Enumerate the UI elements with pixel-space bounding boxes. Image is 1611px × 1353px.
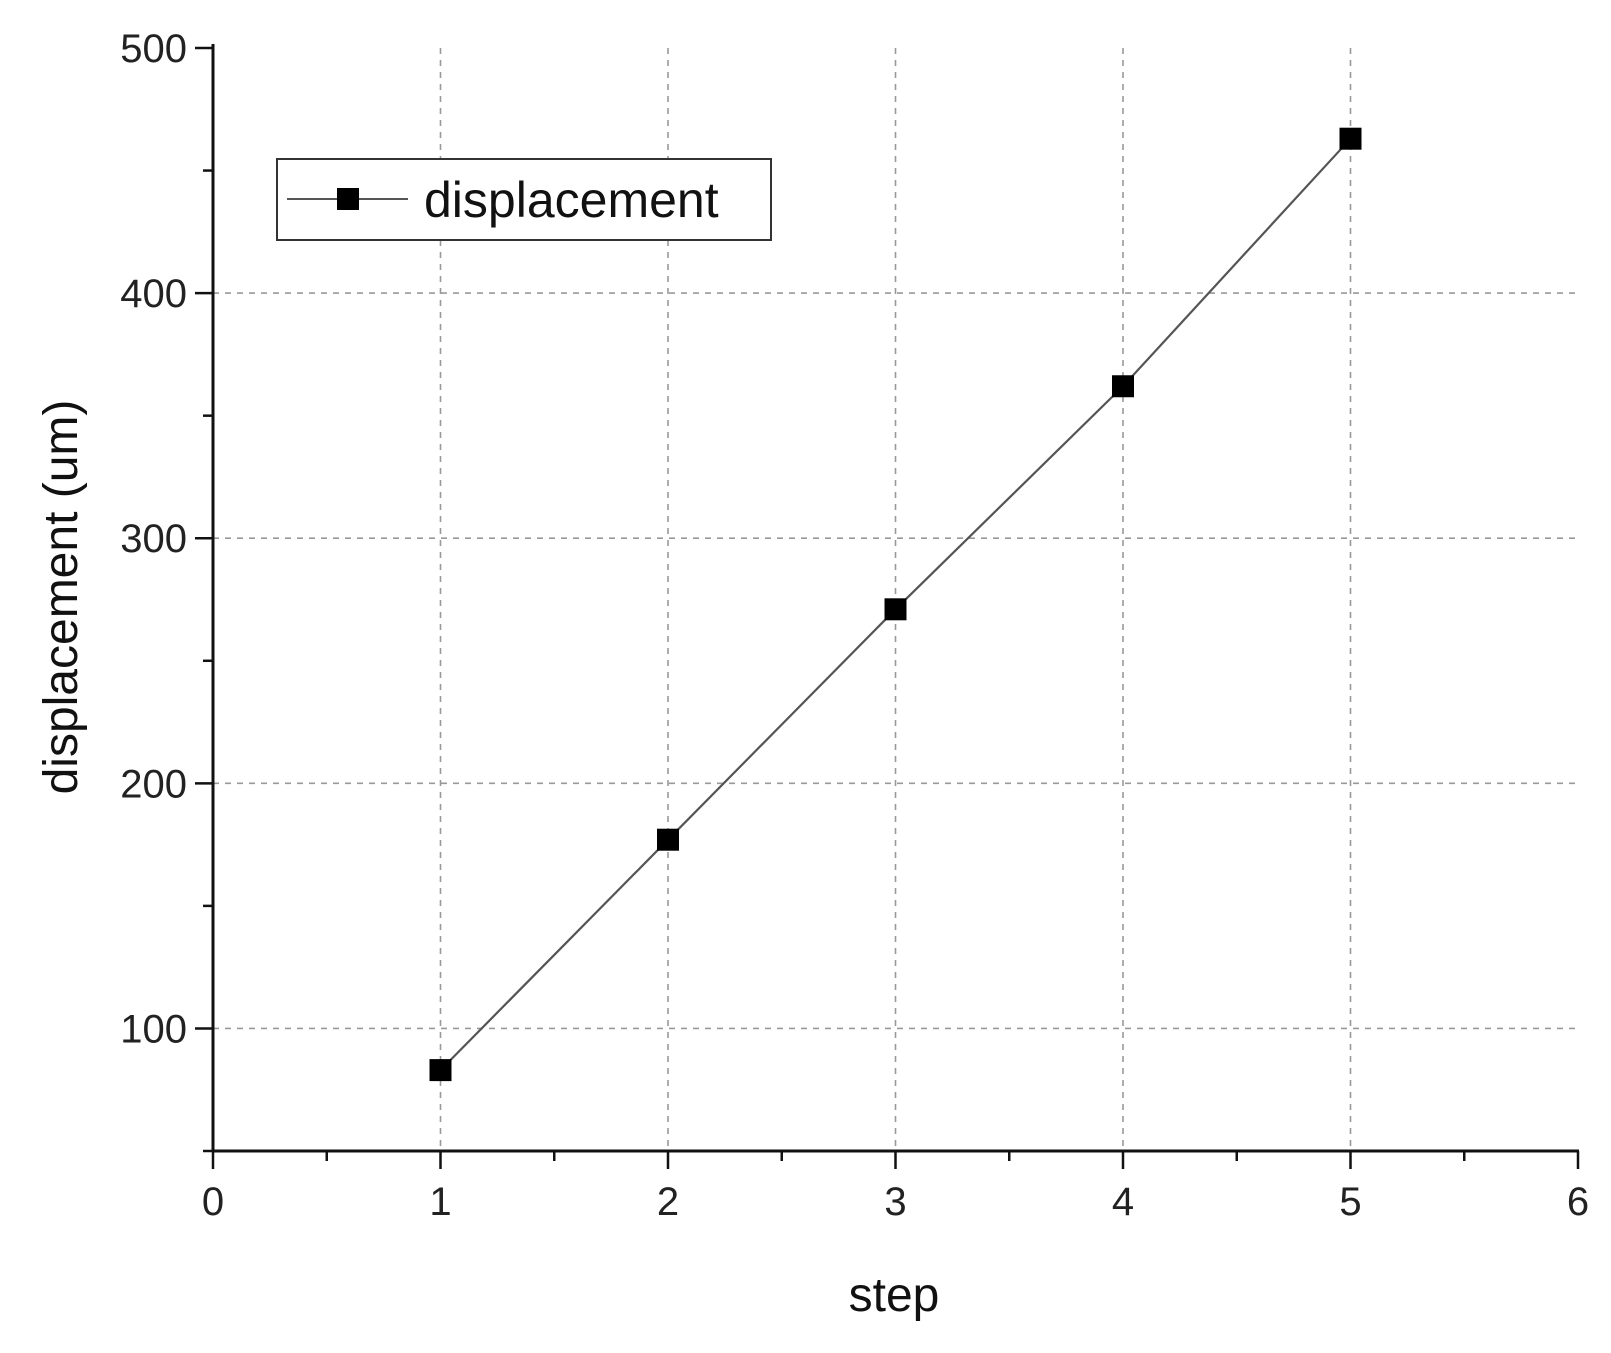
data-point [429, 1059, 452, 1082]
y-tick-label: 200 [120, 762, 187, 806]
x-axis-title: step [849, 1269, 940, 1322]
x-tick-label: 6 [1567, 1180, 1589, 1224]
series-layer [429, 127, 1362, 1082]
y-tick-label: 300 [120, 517, 187, 561]
data-point [1112, 375, 1134, 398]
y-tick-label: 500 [120, 27, 187, 71]
x-tick-label: 5 [1339, 1180, 1361, 1224]
legend-marker-sample [337, 188, 359, 210]
legend-label: displacement [424, 172, 719, 228]
legend: displacement [276, 158, 772, 241]
y-axis-title: displacement (um) [35, 400, 88, 795]
data-point [1339, 127, 1362, 150]
data-point [884, 598, 907, 621]
data-point [657, 828, 679, 851]
x-tick-label: 1 [429, 1180, 451, 1224]
y-tick-label: 400 [120, 272, 187, 316]
x-tick-label: 2 [657, 1180, 679, 1224]
x-tick-label: 4 [1112, 1180, 1134, 1224]
x-tick-label: 0 [202, 1180, 224, 1224]
axes: 0 1 2 3 4 5 6 100 200 300 400 500 [120, 27, 1589, 1224]
x-tick-label: 3 [884, 1180, 906, 1224]
y-tick-label: 100 [120, 1007, 187, 1051]
